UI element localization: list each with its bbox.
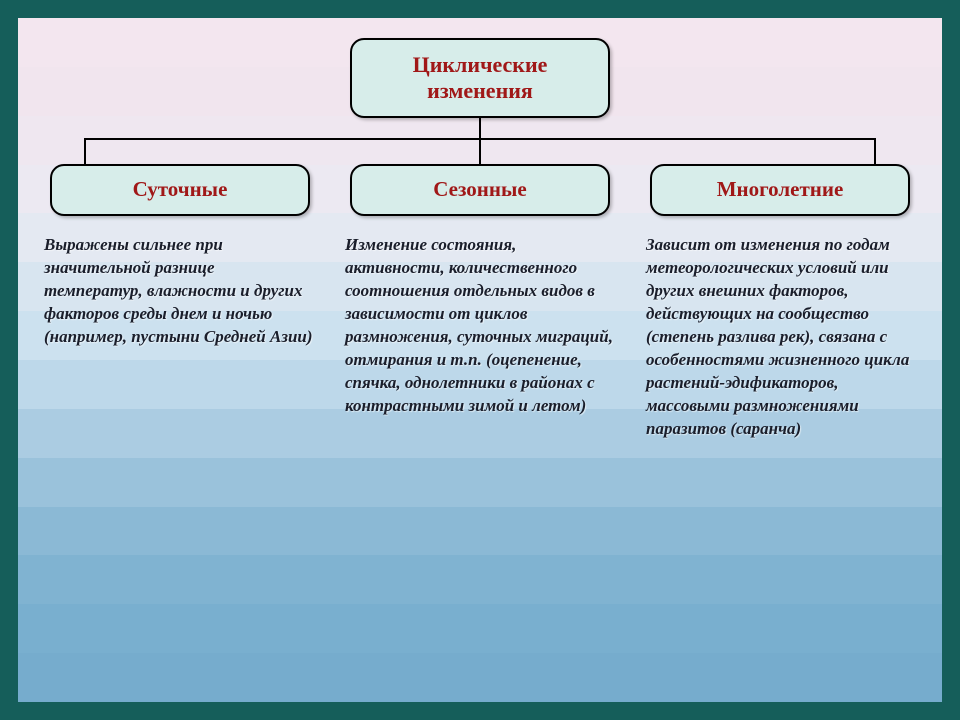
- description-multiyear: Зависит от изменения по годам метеоролог…: [642, 234, 920, 440]
- diagram-content: Циклические изменения Суточные Сезонные …: [18, 18, 942, 702]
- slide: Циклические изменения Суточные Сезонные …: [18, 18, 942, 702]
- description-seasonal: Изменение состояния, активности, количес…: [341, 234, 619, 440]
- outer-frame: Циклические изменения Суточные Сезонные …: [0, 0, 960, 720]
- connector-area: [50, 118, 910, 164]
- connector-vert: [479, 118, 481, 138]
- child-label: Многолетние: [652, 177, 908, 202]
- description-daily: Выражены сильнее при значительной разниц…: [40, 234, 318, 440]
- child-row: Суточные Сезонные Многолетние: [50, 164, 910, 216]
- root-node: Циклические изменения: [350, 38, 610, 118]
- connector-drop-mid: [479, 138, 481, 164]
- child-node-daily: Суточные: [50, 164, 310, 216]
- root-line1: Циклические: [352, 52, 608, 78]
- connector-drop-right: [874, 138, 876, 164]
- child-node-multiyear: Многолетние: [650, 164, 910, 216]
- child-node-seasonal: Сезонные: [350, 164, 610, 216]
- connector-drop-left: [84, 138, 86, 164]
- description-columns: Выражены сильнее при значительной разниц…: [40, 234, 920, 440]
- root-line2: изменения: [352, 78, 608, 104]
- child-label: Сезонные: [352, 177, 608, 202]
- child-label: Суточные: [52, 177, 308, 202]
